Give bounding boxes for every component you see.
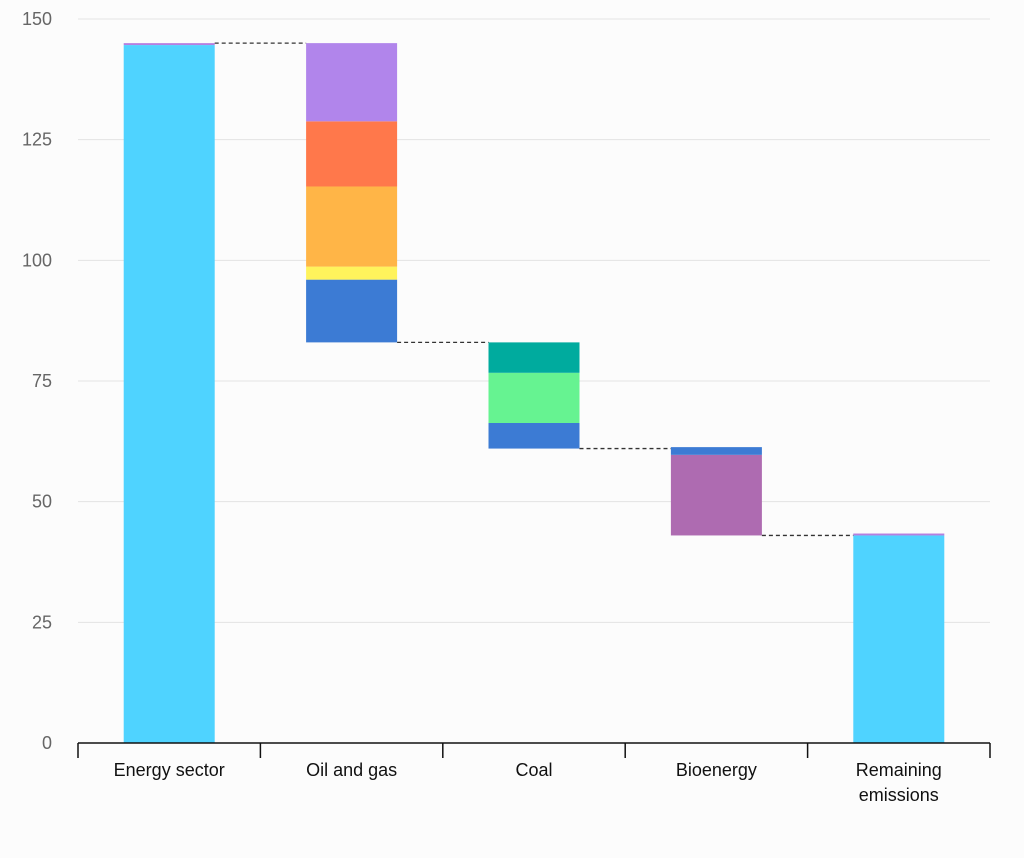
y-axis-ticks: 0 25 50 75 100 125 150 <box>22 9 52 753</box>
x-category-label: Energy sector <box>114 760 225 780</box>
x-axis: Energy sector Oil and gas Coal Bioenergy Rem… <box>77 742 991 805</box>
connectors <box>214 42 854 537</box>
bar-bioenergy <box>670 447 762 536</box>
y-tick-label: 50 <box>32 492 52 512</box>
bar-segment <box>488 372 580 423</box>
x-category-label: Bioenergy <box>676 760 757 780</box>
y-tick-label: 150 <box>22 9 52 29</box>
bar-segment <box>853 535 945 743</box>
bars <box>123 43 945 743</box>
bar-segment <box>488 422 580 449</box>
bar-segment <box>306 186 398 267</box>
bar-segment <box>123 45 215 743</box>
bar-energy-sector <box>123 43 215 743</box>
y-tick-label: 100 <box>22 250 52 270</box>
bar-remaining-emissions <box>853 533 945 743</box>
bar-segment <box>306 279 398 343</box>
x-category-label: Coal <box>515 760 552 780</box>
y-tick-label: 25 <box>32 612 52 632</box>
x-category-label: Oil and gas <box>306 760 397 780</box>
y-tick-label: 0 <box>42 733 52 753</box>
bar-segment <box>670 454 762 536</box>
y-tick-label: 75 <box>32 371 52 391</box>
bar-segment <box>306 43 398 122</box>
bar-segment <box>853 533 945 536</box>
bar-oil-and-gas <box>306 43 398 343</box>
bar-segment <box>488 342 580 373</box>
y-tick-label: 125 <box>22 130 52 150</box>
bar-segment <box>670 447 762 455</box>
x-category-label: Remaining emissions <box>856 760 942 805</box>
bar-segment <box>306 266 398 280</box>
gridlines <box>78 18 990 623</box>
bar-segment <box>306 121 398 187</box>
bar-coal <box>488 342 580 449</box>
bar-segment <box>123 43 215 46</box>
